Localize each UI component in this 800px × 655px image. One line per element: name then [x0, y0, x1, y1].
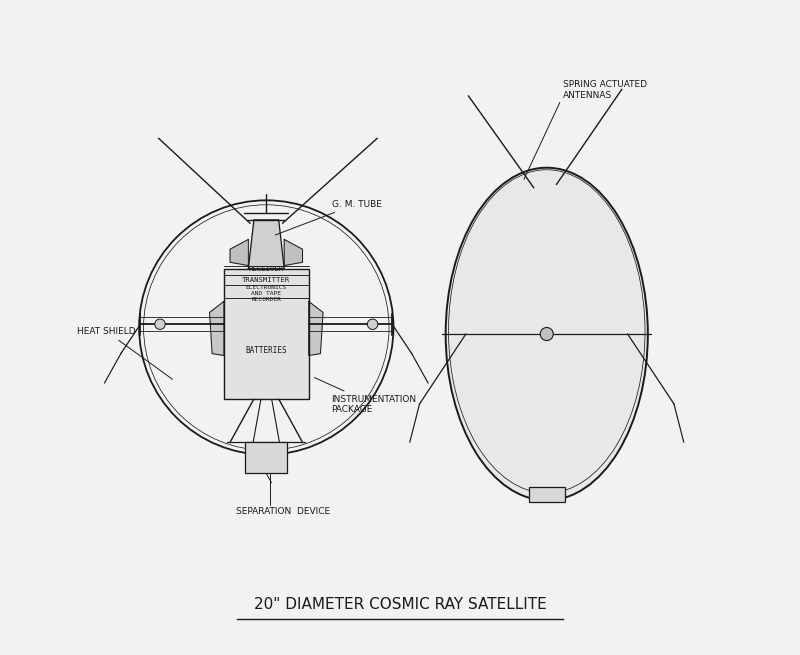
Text: TRANSMITTER: TRANSMITTER — [242, 277, 290, 283]
Ellipse shape — [446, 168, 648, 500]
Polygon shape — [248, 220, 284, 269]
Text: INSTRUMENTATION
PACKAGE: INSTRUMENTATION PACKAGE — [314, 377, 417, 415]
Circle shape — [540, 328, 554, 341]
Text: RECEIVER: RECEIVER — [249, 267, 284, 272]
Text: 20" DIAMETER COSMIC RAY SATELLITE: 20" DIAMETER COSMIC RAY SATELLITE — [254, 597, 546, 612]
Polygon shape — [309, 301, 323, 356]
Polygon shape — [210, 301, 224, 356]
Text: ELECTRONICS
AND TAPE
RECORDER: ELECTRONICS AND TAPE RECORDER — [246, 286, 287, 302]
Polygon shape — [230, 240, 248, 265]
Text: BATTERIES: BATTERIES — [246, 346, 287, 355]
Circle shape — [154, 319, 165, 329]
Bar — [245, 441, 287, 473]
Text: SPRING ACTUATED
ANTENNAS: SPRING ACTUATED ANTENNAS — [563, 80, 647, 100]
Circle shape — [367, 319, 378, 329]
Text: SEPARATION  DEVICE: SEPARATION DEVICE — [235, 507, 330, 516]
Text: HEAT SHIELD: HEAT SHIELD — [77, 327, 173, 379]
Bar — [529, 487, 565, 502]
Polygon shape — [284, 240, 302, 265]
Bar — [224, 269, 309, 400]
Text: G. M. TUBE: G. M. TUBE — [275, 200, 382, 235]
